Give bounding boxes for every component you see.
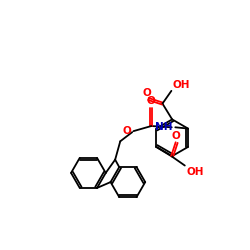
Text: OH: OH [173, 80, 190, 90]
Text: O: O [142, 88, 151, 98]
Text: O: O [123, 126, 132, 136]
Text: O: O [147, 96, 156, 106]
Text: O: O [172, 130, 180, 140]
Text: NH: NH [155, 122, 172, 132]
Text: OH: OH [186, 167, 204, 177]
